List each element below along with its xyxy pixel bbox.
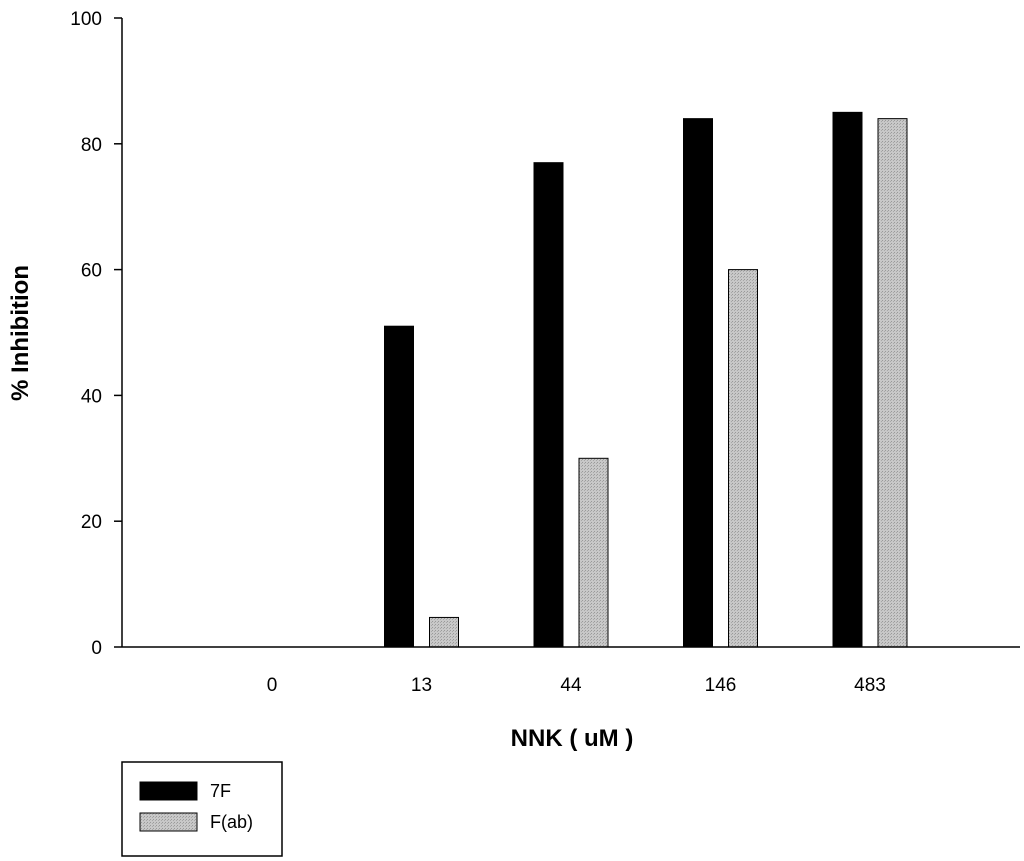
bar-7f-146 — [683, 118, 713, 648]
y-tick-label: 0 — [91, 638, 102, 659]
y-tick-label: 80 — [81, 135, 102, 156]
x-tick-label: 483 — [854, 675, 886, 696]
bar-7f-44 — [533, 162, 564, 648]
x-tick-label: 13 — [411, 675, 432, 696]
bar-fab-13 — [429, 616, 459, 648]
legend: 7F F(ab) — [121, 761, 283, 857]
y-ticks-group: 0 20 40 60 80 100 — [70, 9, 122, 659]
bar-fab-483 — [877, 118, 908, 648]
x-tick-label: 0 — [267, 675, 278, 696]
axes-group — [121, 18, 1020, 648]
legend-box — [121, 761, 283, 857]
x-tick-label: 146 — [705, 675, 737, 696]
y-axis-title: % Inhibition — [7, 265, 34, 401]
y-tick-label: 40 — [81, 386, 102, 407]
legend-label-fab: F(ab) — [210, 812, 253, 832]
legend-label-7f: 7F — [210, 781, 231, 801]
y-tick-label: 60 — [81, 261, 102, 282]
y-tick-label: 100 — [70, 9, 102, 30]
x-tick-label: 44 — [560, 675, 582, 696]
x-ticks-group: 0 13 44 146 483 — [267, 675, 886, 696]
legend-swatch-7f — [139, 781, 198, 801]
bars-group — [384, 111, 908, 648]
legend-swatch-fab — [139, 812, 198, 832]
bar-fab-146 — [728, 269, 758, 648]
x-axis-title: NNK ( uM ) — [511, 725, 634, 752]
bar-7f-483 — [832, 111, 863, 648]
y-tick-label: 20 — [81, 512, 102, 533]
bar-fab-44 — [578, 457, 609, 648]
bar-7f-13 — [384, 325, 414, 648]
